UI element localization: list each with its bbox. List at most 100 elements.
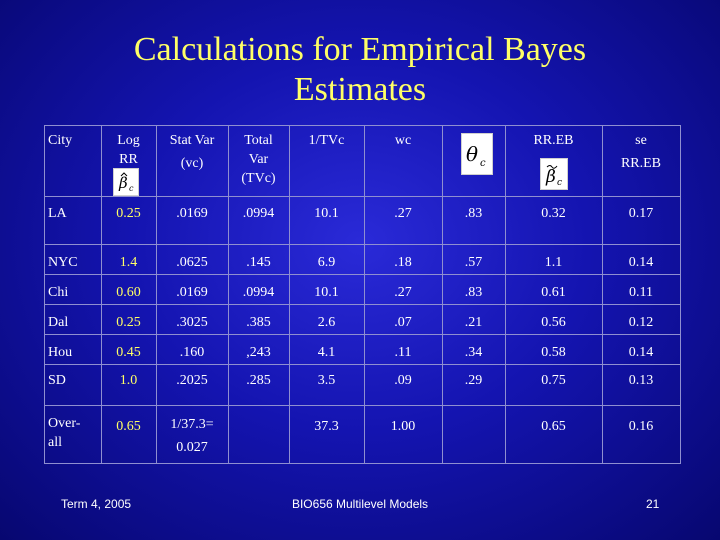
data-table: City Log RR β c Stat Var (vc) Total Var … [44,125,681,464]
cell-se: 0.14 [628,255,654,270]
overall-rr-eb: 0.65 [541,419,566,434]
cell-stat-var: .2025 [176,373,208,388]
cell-se: 0.11 [629,285,653,300]
grid-line [289,125,290,463]
header-rr-eb: RR.EB [533,133,574,148]
cell-rr-eb: 0.58 [541,345,566,360]
overall-city: Over- all [48,414,100,452]
header-stat-var-line1: Stat Var [169,133,215,148]
cell-theta: .83 [464,206,483,221]
header-total-var: Total Var (TVc) [228,131,289,188]
slide-title: Calculations for Empirical Bayes Estimat… [0,30,720,110]
grid-line [44,125,680,126]
cell-rr-eb: 0.75 [541,373,566,388]
cell-log-rr: 0.25 [116,315,141,330]
grid-line [228,125,229,463]
header-total-var-line1: Total [244,133,273,148]
cell-city: Hou [48,345,73,360]
cell-wc: .07 [394,315,412,330]
cell-theta: .29 [464,373,483,388]
cell-theta: .83 [464,285,483,300]
header-se-rr-eb: se RR.EB [602,131,680,173]
cell-stat-var: .0169 [176,285,208,300]
overall-wc: 1.00 [390,419,416,434]
cell-inv-tvc: 10.1 [314,206,339,221]
header-city: City [48,133,73,148]
svg-text:θ: θ [466,142,478,166]
grid-line [364,125,365,463]
grid-line [505,125,506,463]
header-log-rr-line2: RR [119,152,138,167]
overall-city-line2: all [48,435,62,450]
cell-log-rr: 1.4 [119,255,138,270]
cell-total-var: .285 [246,373,271,388]
cell-wc: .11 [394,345,412,360]
cell-stat-var: .0625 [176,255,208,270]
grid-line [44,274,680,275]
cell-city: Dal [48,315,69,330]
grid-line [44,304,680,305]
header-total-var-line2: Var [248,152,269,167]
header-total-var-line3: (TVc) [241,171,276,186]
cell-wc: .27 [394,206,412,221]
cell-inv-tvc: 2.6 [317,315,336,330]
cell-total-var: .385 [246,315,271,330]
overall-se: 0.16 [628,419,654,434]
svg-text:β: β [118,174,128,192]
footer-course: BIO656 Multilevel Models [291,497,429,511]
header-log-rr-line1: Log [117,133,140,148]
cell-theta: .34 [464,345,483,360]
cell-city: SD [48,373,66,388]
overall-stat-var-line1: 1/37.3= [170,417,214,432]
cell-theta: .21 [464,315,483,330]
cell-inv-tvc: 10.1 [314,285,339,300]
cell-log-rr: 0.45 [116,345,141,360]
cell-total-var: .145 [246,255,271,270]
cell-rr-eb: 0.56 [541,315,566,330]
cell-theta: .57 [464,255,483,270]
overall-stat-var: 1/37.3= 0.027 [156,415,228,457]
cell-log-rr: 0.60 [116,285,141,300]
header-se-line1: se [635,133,647,148]
cell-se: 0.14 [628,345,654,360]
cell-se: 0.13 [628,373,654,388]
cell-wc: .18 [394,255,412,270]
theta-c-icon: θ c [461,133,493,175]
cell-rr-eb: 0.61 [541,285,566,300]
cell-rr-eb: 0.32 [541,206,566,221]
beta-hat-c-icon: β c [113,168,139,196]
grid-line [44,334,680,335]
overall-log-rr: 0.65 [116,419,141,434]
svg-text:β: β [545,167,556,187]
slide-title-line2: Estimates [293,71,427,108]
header-stat-var: Stat Var (vc) [156,131,228,173]
slide-title-line1: Calculations for Empirical Bayes [133,31,587,68]
cell-se: 0.17 [628,206,654,221]
cell-city: NYC [48,255,78,270]
grid-line [44,364,680,365]
svg-text:c: c [557,178,562,188]
cell-wc: .09 [394,373,412,388]
overall-inv-tvc: 37.3 [314,419,339,434]
header-se-line2: RR.EB [620,156,662,171]
header-log-rr: Log RR [101,131,156,169]
footer-term: Term 4, 2005 [61,497,132,511]
beta-tilde-c-icon: β c [540,158,568,190]
cell-inv-tvc: 4.1 [317,345,336,360]
cell-stat-var: .160 [179,345,205,360]
grid-line [442,125,443,463]
grid-line [44,244,680,245]
cell-total-var: ,243 [246,345,271,360]
cell-city: LA [48,206,67,221]
overall-stat-var-line2: 0.027 [176,440,208,455]
cell-log-rr: 1.0 [119,373,138,388]
grid-line [101,125,102,463]
grid-line [156,125,157,463]
header-wc: wc [394,133,412,148]
grid-line [44,125,45,463]
svg-text:c: c [480,158,486,169]
grid-line [602,125,603,463]
cell-stat-var: .3025 [176,315,208,330]
cell-log-rr: 0.25 [116,206,141,221]
grid-line [44,196,680,197]
